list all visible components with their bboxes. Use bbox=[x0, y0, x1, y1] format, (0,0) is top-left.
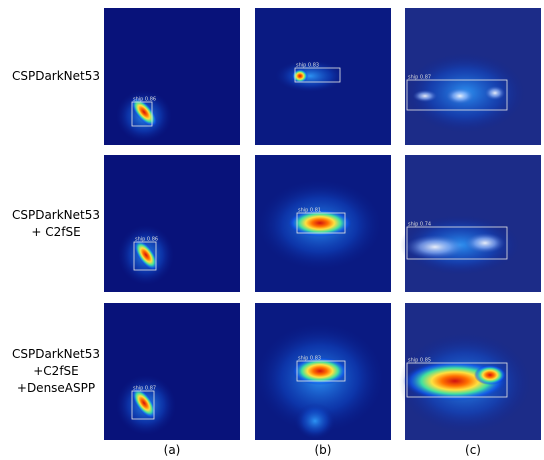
heatmap-cell: ship 0.85 bbox=[399, 303, 541, 440]
detection-label: ship 0.74 bbox=[408, 222, 431, 228]
detection-box bbox=[406, 226, 508, 260]
row-label-line: CSPDarkNet53 bbox=[11, 347, 101, 361]
row-label-line: CSPDarkNet53 bbox=[11, 69, 101, 83]
detection-box bbox=[406, 362, 508, 398]
detection-label: ship 0.86 bbox=[133, 97, 156, 103]
heat-blob bbox=[130, 97, 158, 127]
heat-blob bbox=[474, 365, 506, 385]
heat-blob bbox=[485, 86, 505, 100]
detection-box bbox=[296, 360, 346, 382]
detection-label: ship 0.81 bbox=[298, 208, 321, 214]
detection-box bbox=[131, 390, 155, 420]
detection-box bbox=[294, 67, 341, 83]
detection-box bbox=[406, 79, 508, 111]
heat-blob bbox=[465, 233, 505, 253]
row-label-line: +DenseASPP bbox=[16, 381, 96, 395]
row-label: CSPDarkNet53 + C2fSE bbox=[0, 207, 112, 241]
detection-label: ship 0.83 bbox=[296, 63, 319, 69]
detection-label: ship 0.85 bbox=[408, 358, 431, 364]
heat-blob bbox=[295, 403, 335, 439]
heat-blob bbox=[446, 88, 474, 104]
detection-box bbox=[131, 101, 153, 127]
heatmap-cell: ship 0.87 bbox=[104, 303, 240, 440]
detection-label: ship 0.87 bbox=[408, 75, 431, 81]
heatmap-cell: ship 0.81 bbox=[255, 155, 391, 292]
heatmap-cell: ship 0.87 bbox=[405, 8, 541, 145]
heat-blob bbox=[292, 69, 308, 83]
column-label: (c) bbox=[465, 443, 481, 457]
detection-label: ship 0.83 bbox=[298, 356, 321, 362]
heatmap-cell: ship 0.86 bbox=[104, 155, 240, 292]
detection-box bbox=[296, 212, 346, 234]
heat-blob bbox=[413, 90, 437, 102]
row-label-line: + C2fSE bbox=[31, 224, 81, 239]
row-label: CSPDarkNet53 +C2fSE +DenseASPP bbox=[0, 346, 112, 397]
detection-label: ship 0.86 bbox=[135, 237, 158, 243]
row-label: CSPDarkNet53 bbox=[0, 68, 112, 85]
detection-label: ship 0.87 bbox=[133, 386, 156, 392]
column-label: (b) bbox=[314, 443, 332, 457]
column-label: (a) bbox=[163, 443, 181, 457]
heat-blob bbox=[133, 239, 159, 271]
heatmap-cell: ship 0.83 bbox=[255, 303, 391, 440]
row-label-line: CSPDarkNet53 bbox=[11, 207, 101, 222]
heat-blob bbox=[131, 387, 157, 419]
heat-blob bbox=[292, 357, 348, 385]
detection-box bbox=[133, 241, 157, 271]
row-label-line: +C2fSE bbox=[33, 364, 79, 378]
heatmap-cell: ship 0.86 bbox=[104, 8, 240, 145]
heat-blob bbox=[288, 209, 352, 237]
heat-blob bbox=[405, 235, 465, 259]
heatmap-cell: ship 0.83 bbox=[255, 8, 391, 145]
heatmap-cell: ship 0.74 bbox=[400, 155, 541, 292]
